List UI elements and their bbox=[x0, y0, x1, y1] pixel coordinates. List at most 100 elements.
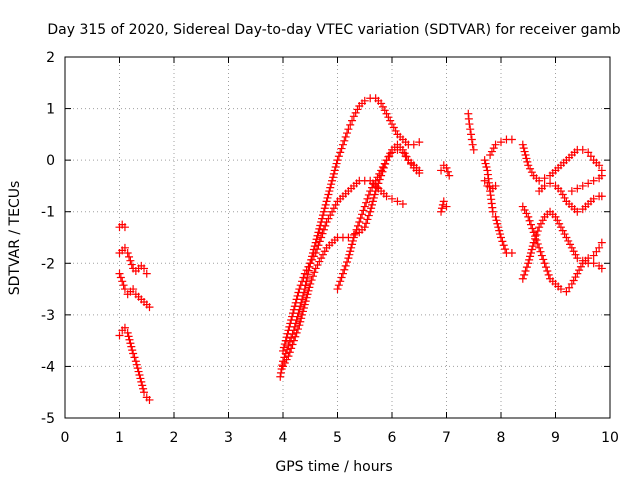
data-point bbox=[304, 286, 313, 295]
data-point bbox=[299, 273, 308, 282]
data-point bbox=[495, 226, 504, 235]
data-point bbox=[368, 200, 377, 209]
data-point bbox=[480, 176, 489, 185]
data-point bbox=[526, 164, 535, 173]
data-point bbox=[142, 269, 151, 278]
data-point bbox=[527, 245, 536, 254]
data-point bbox=[318, 250, 327, 259]
data-point bbox=[573, 269, 582, 278]
data-point bbox=[285, 348, 294, 357]
data-point bbox=[489, 144, 498, 153]
data-point bbox=[415, 169, 424, 178]
data-point bbox=[483, 181, 492, 190]
data-point bbox=[323, 193, 332, 202]
series-arc-4c bbox=[480, 176, 500, 196]
data-point bbox=[382, 192, 391, 201]
data-point bbox=[544, 270, 553, 279]
data-point bbox=[280, 340, 289, 349]
data-point bbox=[556, 187, 565, 196]
data-point bbox=[377, 166, 386, 175]
data-point bbox=[589, 194, 598, 203]
data-point bbox=[130, 353, 139, 362]
data-point bbox=[115, 269, 124, 278]
data-point bbox=[360, 202, 369, 211]
data-point bbox=[531, 234, 540, 243]
data-point bbox=[344, 125, 353, 134]
data-point bbox=[373, 173, 382, 182]
data-point bbox=[556, 285, 565, 294]
data-point bbox=[496, 230, 505, 239]
data-point bbox=[348, 240, 357, 249]
data-point bbox=[289, 305, 298, 314]
data-point bbox=[295, 285, 304, 294]
data-point bbox=[384, 113, 393, 122]
data-point bbox=[333, 156, 342, 165]
data-point bbox=[595, 243, 604, 252]
data-point bbox=[468, 140, 477, 149]
data-point bbox=[380, 106, 389, 115]
data-point bbox=[438, 200, 447, 209]
data-point bbox=[128, 346, 137, 355]
data-point bbox=[343, 257, 352, 266]
data-point bbox=[536, 219, 545, 228]
data-point bbox=[597, 264, 606, 273]
data-point bbox=[555, 219, 564, 228]
series-arc-5d bbox=[535, 179, 606, 216]
data-point bbox=[338, 269, 347, 278]
data-point bbox=[338, 140, 347, 149]
data-point bbox=[567, 279, 576, 288]
data-point bbox=[522, 154, 531, 163]
data-point bbox=[566, 240, 575, 249]
data-point bbox=[523, 157, 532, 166]
data-point bbox=[380, 159, 389, 168]
data-point bbox=[533, 227, 542, 236]
data-point bbox=[569, 276, 578, 285]
data-point bbox=[487, 147, 496, 156]
series-arc-2d bbox=[333, 145, 424, 294]
data-point bbox=[465, 120, 474, 129]
data-point bbox=[366, 207, 375, 216]
data-point bbox=[437, 204, 446, 213]
data-point bbox=[346, 247, 355, 256]
series-arc-1d bbox=[115, 323, 154, 404]
data-point bbox=[525, 255, 534, 264]
data-point bbox=[482, 163, 491, 172]
data-point bbox=[131, 357, 140, 366]
data-point bbox=[445, 171, 454, 180]
data-point bbox=[526, 252, 535, 261]
data-point bbox=[315, 237, 324, 246]
data-point bbox=[524, 259, 533, 268]
data-point bbox=[336, 277, 345, 286]
data-point bbox=[310, 268, 319, 277]
data-point bbox=[535, 223, 544, 232]
data-point bbox=[442, 202, 451, 211]
data-point bbox=[539, 255, 548, 264]
x-tick-label: 5 bbox=[333, 430, 342, 446]
data-point bbox=[324, 190, 333, 199]
data-point bbox=[437, 166, 446, 175]
data-point bbox=[288, 340, 297, 349]
data-point bbox=[302, 266, 311, 275]
data-point bbox=[575, 266, 584, 275]
axis-ticks: 0 1 2 3 4 5 6 7 8 9 10 -5 -4 -3 -2 -1 0 1 2 bbox=[41, 50, 619, 446]
data-point bbox=[276, 372, 285, 381]
data-point bbox=[349, 112, 358, 121]
data-point bbox=[282, 355, 291, 364]
data-point bbox=[295, 321, 304, 330]
data-point bbox=[115, 331, 124, 340]
data-point bbox=[140, 388, 149, 397]
data-point bbox=[348, 116, 357, 125]
data-point bbox=[443, 167, 452, 176]
data-point bbox=[308, 272, 317, 281]
data-point bbox=[279, 362, 287, 371]
data-point bbox=[437, 207, 446, 216]
data-point bbox=[343, 129, 352, 138]
data-point bbox=[526, 248, 535, 257]
data-point bbox=[306, 279, 315, 288]
data-point bbox=[292, 328, 301, 337]
series-arc-5c bbox=[518, 207, 606, 283]
data-point bbox=[589, 259, 598, 268]
y-tick-label: 2 bbox=[46, 50, 55, 66]
data-point bbox=[331, 163, 340, 172]
x-tick-label: 9 bbox=[551, 430, 560, 446]
